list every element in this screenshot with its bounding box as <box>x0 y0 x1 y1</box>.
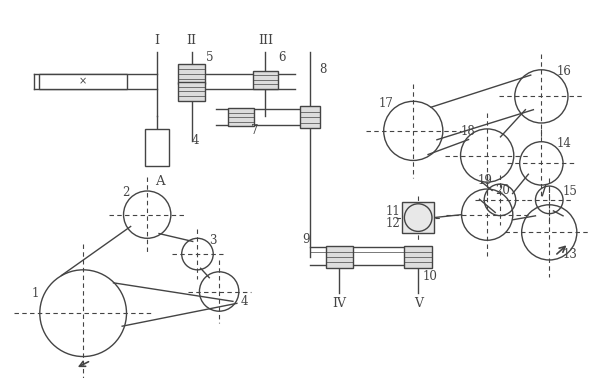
Bar <box>145 129 169 166</box>
Text: 8: 8 <box>320 63 327 76</box>
Text: 4: 4 <box>241 295 248 308</box>
Text: 4: 4 <box>192 134 199 147</box>
Bar <box>253 71 278 88</box>
Text: 9: 9 <box>303 233 310 246</box>
Text: ×: × <box>79 77 87 86</box>
Text: 15: 15 <box>563 186 578 199</box>
Text: IV: IV <box>332 297 346 310</box>
Text: A: A <box>155 174 165 187</box>
Bar <box>326 246 353 268</box>
Text: 2: 2 <box>122 186 130 200</box>
Bar <box>404 246 432 268</box>
Text: 16: 16 <box>556 65 571 78</box>
Bar <box>178 64 205 83</box>
Text: 13: 13 <box>563 248 578 261</box>
Bar <box>228 108 253 126</box>
Text: II: II <box>186 34 197 47</box>
Text: 1: 1 <box>32 287 39 300</box>
Bar <box>39 74 127 90</box>
Text: III: III <box>258 34 273 47</box>
Text: 6: 6 <box>278 51 286 64</box>
Text: 11: 11 <box>386 205 400 218</box>
Bar <box>300 106 320 128</box>
Text: V: V <box>414 297 423 310</box>
Text: 3: 3 <box>210 234 217 247</box>
Text: 20: 20 <box>495 184 510 197</box>
Bar <box>403 202 434 234</box>
Text: 7: 7 <box>250 124 258 138</box>
Text: 18: 18 <box>461 125 475 138</box>
Text: 10: 10 <box>423 270 438 283</box>
Text: 14: 14 <box>556 137 571 150</box>
Text: 12: 12 <box>386 217 400 230</box>
Text: 19: 19 <box>477 174 492 187</box>
Text: 17: 17 <box>379 97 394 110</box>
Text: 5: 5 <box>207 51 214 64</box>
Text: I: I <box>155 34 160 47</box>
Bar <box>178 82 205 101</box>
